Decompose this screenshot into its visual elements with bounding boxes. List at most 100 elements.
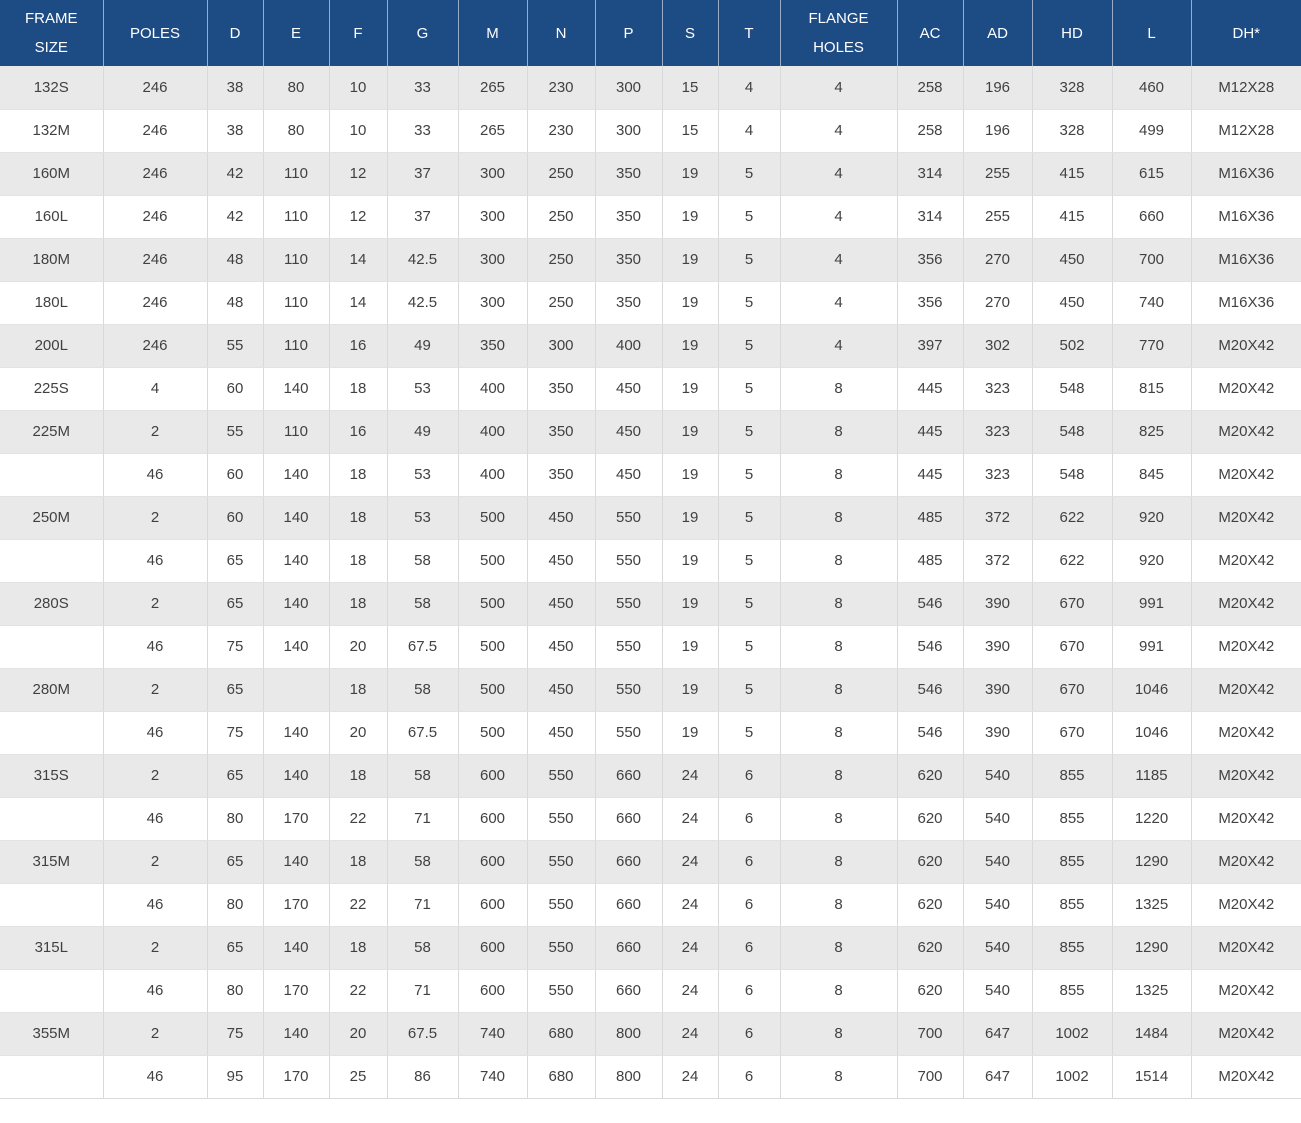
- table-cell: 450: [527, 539, 596, 583]
- table-cell: 2: [103, 926, 208, 970]
- table-cell: 800: [595, 1055, 663, 1099]
- table-cell: 24: [662, 969, 719, 1013]
- table-cell: 6: [718, 840, 781, 884]
- table-cell: 356: [897, 238, 964, 282]
- table-cell: 8: [780, 625, 898, 669]
- table-cell: 10: [329, 109, 388, 153]
- table-cell: 24: [662, 926, 719, 970]
- table-cell: 5: [718, 367, 781, 411]
- header-cell-l: L: [1112, 0, 1192, 66]
- table-cell: 19: [662, 539, 719, 583]
- table-cell: 160M: [0, 152, 104, 196]
- table-cell: 67.5: [387, 711, 459, 755]
- table-cell: 622: [1032, 539, 1113, 583]
- table-cell: 170: [263, 883, 330, 927]
- table-cell: 33: [387, 66, 459, 110]
- table-cell: 19: [662, 453, 719, 497]
- table-cell: 95: [207, 1055, 264, 1099]
- table-cell: 855: [1032, 883, 1113, 927]
- table-cell: 350: [595, 195, 663, 239]
- table-cell: 323: [963, 410, 1033, 454]
- table-cell: 400: [458, 367, 528, 411]
- table-cell: 5: [718, 152, 781, 196]
- header-cell-d: D: [207, 0, 264, 66]
- table-cell: 4: [780, 238, 898, 282]
- table-cell: 20: [329, 625, 388, 669]
- table-cell: 390: [963, 582, 1033, 626]
- table-cell: 4: [780, 324, 898, 368]
- table-cell: 6: [718, 883, 781, 927]
- table-cell: 225M: [0, 410, 104, 454]
- table-cell: 24: [662, 754, 719, 798]
- table-cell: 246: [103, 195, 208, 239]
- table-cell: 660: [595, 797, 663, 841]
- table-cell: 314: [897, 195, 964, 239]
- table-cell: 660: [595, 969, 663, 1013]
- table-cell: 445: [897, 410, 964, 454]
- table-cell: 8: [780, 969, 898, 1013]
- table-cell: 46: [103, 883, 208, 927]
- table-cell: M20X42: [1191, 367, 1301, 411]
- table-cell: 660: [595, 883, 663, 927]
- table-cell: 400: [595, 324, 663, 368]
- table-cell: 86: [387, 1055, 459, 1099]
- table-cell: 800: [595, 1012, 663, 1056]
- table-cell: 350: [458, 324, 528, 368]
- table-cell: 350: [595, 152, 663, 196]
- table-cell: 700: [897, 1055, 964, 1099]
- table-cell: 550: [527, 883, 596, 927]
- table-cell: 53: [387, 453, 459, 497]
- table-cell: 700: [897, 1012, 964, 1056]
- table-cell: 225S: [0, 367, 104, 411]
- table-cell: 8: [780, 926, 898, 970]
- table-cell: 14: [329, 281, 388, 325]
- table-cell: 600: [458, 926, 528, 970]
- table-cell: 19: [662, 324, 719, 368]
- table-cell: M16X36: [1191, 195, 1301, 239]
- table-cell: 46: [103, 625, 208, 669]
- table-cell: 8: [780, 410, 898, 454]
- table-cell: 302: [963, 324, 1033, 368]
- table-cell: 660: [595, 754, 663, 798]
- table-row: 225S 4 60 140 18 53 400 350 450 19 5 8 445 323 548 815 M…: [0, 367, 1301, 411]
- table-cell: 300: [595, 109, 663, 153]
- table-cell: 350: [527, 410, 596, 454]
- table-cell: 315L: [0, 926, 104, 970]
- table-cell: 24: [662, 1055, 719, 1099]
- table-cell: 16: [329, 324, 388, 368]
- table-cell: 1185: [1112, 754, 1192, 798]
- table-cell: 300: [458, 238, 528, 282]
- header-cell-dh: DH*: [1191, 0, 1301, 66]
- table-cell: 670: [1032, 668, 1113, 712]
- table-cell: 5: [718, 582, 781, 626]
- table-cell: 140: [263, 539, 330, 583]
- table-cell: 8: [780, 668, 898, 712]
- table-cell: 548: [1032, 453, 1113, 497]
- table-cell: 132M: [0, 109, 104, 153]
- table-cell: 132S: [0, 66, 104, 110]
- table-cell: 250: [527, 238, 596, 282]
- table-cell: 33: [387, 109, 459, 153]
- table-cell: M12X28: [1191, 109, 1301, 153]
- table-cell: 71: [387, 969, 459, 1013]
- table-cell: 37: [387, 152, 459, 196]
- table-cell: 65: [207, 754, 264, 798]
- dimensions-table-container: FRAME SIZE POLES D E F G M N P S T FLANGE HOLES AC AD…: [0, 0, 1301, 1099]
- header-cell-g: G: [387, 0, 459, 66]
- table-cell: 622: [1032, 496, 1113, 540]
- table-cell: 546: [897, 582, 964, 626]
- table-cell: 328: [1032, 66, 1113, 110]
- table-cell: 67.5: [387, 625, 459, 669]
- table-row: 46 80 170 22 71 600 550 660 24 6 8 620 540 855 1325 M20…: [0, 969, 1301, 1013]
- table-row: 280S 2 65 140 18 58 500 450 550 19 5 8 546 390 670 991 M…: [0, 582, 1301, 626]
- table-cell: 250: [527, 152, 596, 196]
- table-cell: 300: [458, 195, 528, 239]
- table-row: 315S 2 65 140 18 58 600 550 660 24 6 8 620 540 855 1185…: [0, 754, 1301, 798]
- table-cell: 500: [458, 711, 528, 755]
- table-cell: M20X42: [1191, 797, 1301, 841]
- table-cell: 280M: [0, 668, 104, 712]
- dimensions-table: FRAME SIZE POLES D E F G M N P S T FLANGE HOLES AC AD…: [0, 0, 1301, 1099]
- table-cell: [263, 668, 330, 712]
- table-cell: 258: [897, 109, 964, 153]
- table-cell: 246: [103, 238, 208, 282]
